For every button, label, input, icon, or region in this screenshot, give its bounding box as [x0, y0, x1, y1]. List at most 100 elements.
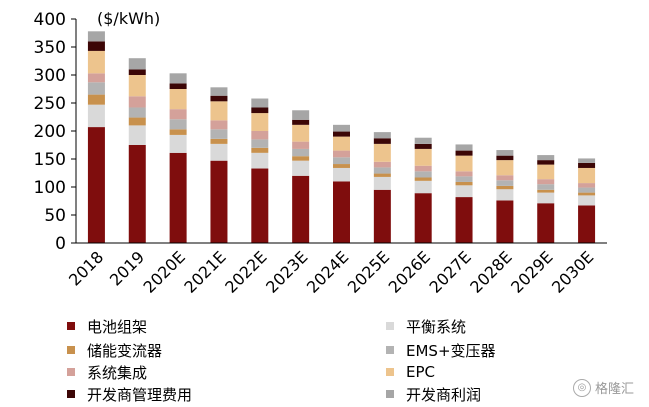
bar-segment	[578, 187, 596, 193]
bar-segment	[169, 134, 187, 153]
bar-segment	[414, 148, 432, 166]
bar-segment	[333, 167, 350, 182]
x-axis: 201820192020E2021E2022E2023E2024E2025E20…	[65, 242, 607, 297]
bar-segment	[210, 95, 228, 102]
bar-segment	[169, 119, 187, 130]
bar-segment	[292, 160, 310, 176]
bar-segment	[87, 41, 105, 51]
x-tick-label: 2026E	[385, 247, 434, 296]
bar-segment	[537, 184, 555, 190]
x-tick-label: 2024E	[303, 247, 352, 296]
bar-segment	[578, 162, 596, 168]
bar-segment	[169, 83, 187, 89]
bar-segment	[455, 185, 473, 198]
bar-segment	[251, 168, 269, 243]
x-tick-label: 2025E	[344, 247, 393, 296]
bar-segment	[373, 161, 391, 168]
bar-segment	[169, 89, 187, 110]
bar-segment	[414, 177, 432, 181]
bar-segment	[373, 189, 391, 243]
bar-segment	[537, 203, 555, 243]
watermark-text: 格隆汇	[595, 382, 635, 397]
bar-segment	[373, 167, 391, 174]
x-tick-label: 2027E	[425, 247, 474, 296]
x-tick-label: 2023E	[262, 247, 311, 296]
y-tick-label: 50	[44, 206, 66, 226]
bar-segment	[333, 124, 350, 132]
bar-segment	[455, 155, 473, 172]
bar-segment	[455, 197, 473, 243]
bar-segment	[87, 94, 105, 105]
bar-segment	[537, 155, 555, 161]
bar-segment	[333, 164, 350, 168]
bar-segment	[578, 195, 596, 206]
bar-segment	[292, 148, 310, 157]
bar-segment	[210, 87, 228, 96]
bar-segment	[87, 50, 105, 74]
bar-segment	[87, 104, 105, 128]
bar-segment	[251, 131, 269, 140]
bar-segment	[578, 158, 596, 163]
bar-segment	[373, 132, 391, 139]
bar-segment	[87, 82, 105, 95]
bar-segment	[496, 175, 514, 181]
bars	[87, 31, 596, 243]
bar-segment	[128, 117, 146, 126]
bar-segment	[251, 98, 269, 108]
bar-segment	[496, 185, 514, 190]
y-tick-label: 0	[55, 234, 66, 254]
bar-segment	[455, 171, 473, 177]
y-tick-label: 400	[34, 10, 66, 30]
bar-segment	[292, 110, 310, 120]
bar-segment	[251, 147, 269, 153]
bar-segment	[169, 152, 187, 243]
bar-segment	[414, 143, 432, 149]
bar-segment	[128, 58, 146, 70]
bar-segment	[537, 189, 555, 193]
bar-segment	[210, 129, 228, 139]
bar-segment	[414, 171, 432, 178]
bar-segment	[210, 120, 228, 130]
bar-segment	[333, 150, 350, 158]
x-tick-label: 2020E	[140, 247, 189, 296]
x-tick-label: 2022E	[221, 247, 270, 296]
bar-segment	[333, 136, 350, 151]
bar-segment	[496, 180, 514, 186]
bar-segment	[333, 157, 350, 165]
bar-segment	[455, 150, 473, 156]
bar-segment	[414, 165, 432, 172]
bar-segment	[128, 75, 146, 97]
bar-segment	[496, 160, 514, 176]
bar-segment	[414, 137, 432, 144]
bar-segment	[496, 150, 514, 156]
bar-segment	[128, 96, 146, 108]
bar-segment	[128, 125, 146, 145]
bar-segment	[496, 200, 514, 243]
bar-segment	[128, 107, 146, 118]
watermark: ◎ 格隆汇	[573, 378, 634, 397]
bar-segment	[210, 143, 228, 161]
bar-segment	[333, 131, 350, 137]
bar-segment	[87, 31, 105, 42]
bar-segment	[251, 107, 269, 114]
y-tick-label: 350	[34, 38, 66, 58]
bar-segment	[210, 160, 228, 243]
bar-segment	[537, 192, 555, 204]
bar-segment	[578, 167, 596, 184]
bar-segment	[251, 139, 269, 148]
bar-segment	[373, 143, 391, 162]
x-tick-label: 2021E	[180, 247, 229, 296]
bar-segment	[128, 69, 146, 75]
x-tick-label: 2029E	[507, 247, 556, 296]
bar-segment	[333, 181, 350, 243]
x-tick-label: 2018	[65, 247, 107, 289]
bar-segment	[292, 175, 310, 243]
bar-segment	[455, 144, 473, 151]
bar-segment	[169, 129, 187, 135]
bar-segment	[292, 124, 310, 142]
bar-segment	[87, 127, 105, 243]
bar-segment	[496, 189, 514, 201]
bar-segment	[455, 176, 473, 182]
bar-segment	[169, 109, 187, 120]
